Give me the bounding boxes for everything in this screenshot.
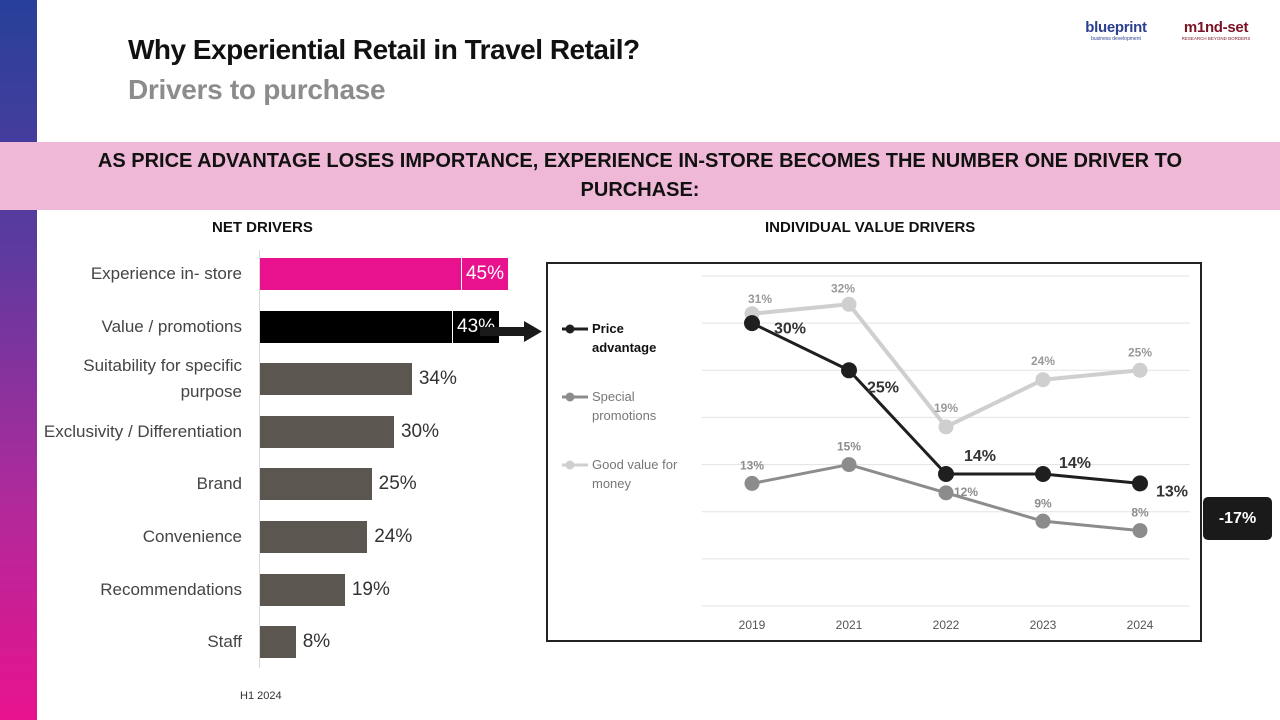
headline-banner: AS PRICE ADVANTAGE LOSES IMPORTANCE, EXP… [0,142,1280,210]
data-label: 14% [964,448,996,465]
bar-8 [260,626,296,659]
data-label: 30% [774,320,806,337]
bar-2 [260,310,453,343]
data-label: 19% [934,401,958,415]
data-label: 15% [837,440,861,454]
bar-4 [260,415,394,448]
data-point [841,362,857,379]
blueprint-logo-text: blueprint [1085,19,1147,36]
page-subtitle: Drivers to purchase [128,74,386,105]
blueprint-logo-subtext: business development [1091,36,1141,42]
x-tick-label: 2023 [1030,618,1057,632]
bar-category-label: Value / promotions [101,316,242,336]
legend-label: Special [592,389,635,404]
bar-7 [260,573,345,606]
net-drivers-bar-chart: Experience in- store 45% Value / promotion… [40,246,540,676]
bar-value-label: 30% [400,420,440,442]
data-label: 32% [831,281,855,295]
bar-value-label: 8% [302,631,331,653]
x-tick-label: 2019 [739,618,766,632]
data-point [1035,466,1051,482]
bar-chart-axis [259,250,260,668]
data-label: 8% [1131,506,1149,520]
mindset-logo: m1nd-set RESEARCH BEYOND BORDERS [1175,19,1257,42]
data-label: 13% [740,459,764,473]
bar-value-label: 45% [460,257,510,291]
legend-marker [565,392,575,402]
data-label: 24% [1031,354,1055,368]
mindset-logo-subtext: RESEARCH BEYOND BORDERS [1181,36,1251,41]
bar-value-label: 25% [378,473,417,495]
sidebar-gradient-bar [0,0,37,720]
data-point [841,296,857,312]
bar-category-label: Convenience [142,527,242,546]
legend-marker [565,460,575,470]
bar-category-label: Suitability for specific purpose [83,356,242,402]
bar-value-label: 34% [418,368,457,390]
right-arrow-icon [480,321,542,342]
data-point [744,475,760,491]
x-tick-label: 2021 [836,618,863,632]
data-point [938,466,954,482]
legend-label: money [592,476,632,491]
bar-3 [260,363,412,396]
page-title: Why Experiential Retail in Travel Retail… [128,34,640,65]
data-point [1132,475,1148,492]
data-label: 9% [1034,496,1052,510]
blueprint-logo: blueprint business development [1080,19,1152,43]
bar-category-label: Brand [196,474,242,494]
legend-label: promotions [592,408,657,423]
legend-label: Price [592,321,624,336]
data-label: 13% [1156,484,1188,501]
bar-value-label: 19% [351,578,390,600]
data-point [744,315,760,332]
data-point [1132,523,1148,539]
data-point [1132,362,1148,378]
bar-5 [260,468,372,501]
bar-value-label: 24% [374,526,413,547]
data-point [938,485,954,501]
data-point [1035,513,1051,529]
period-note: H1 2024 [240,690,282,702]
bar-1 [260,258,461,290]
legend-marker [565,324,575,334]
bar-category-label: Staff [207,632,242,652]
change-badge: -17% [1203,497,1272,540]
data-label: 25% [867,380,899,397]
data-point [841,457,857,473]
data-label: 31% [748,292,772,306]
x-tick-label: 2022 [933,618,960,632]
net-drivers-title: NET DRIVERS [212,219,313,236]
bar-category-label: Experience in- store [90,264,242,283]
individual-drivers-line-chart: 2019 2021 2022 2023 2024 31% 32% 19% 24% 25% 13% 15… [546,262,1202,642]
individual-drivers-title: INDIVIDUAL VALUE DRIVERS [765,219,976,236]
mindset-logo-text: m1nd-set [1183,19,1249,36]
legend-label: advantage [592,340,656,355]
data-point [938,419,954,435]
legend-label: Good value for [592,457,678,472]
data-label: 12% [954,485,978,499]
bar-category-label: Recommendations [100,579,242,599]
line-chart-svg: 2019 2021 2022 2023 2024 31% 32% 19% 24% 25% 13% 15… [562,275,1190,632]
x-tick-label: 2024 [1127,618,1154,632]
bar-6 [260,521,368,553]
data-label: 14% [1059,455,1091,472]
data-label: 25% [1128,345,1152,359]
data-point [1035,372,1051,388]
bar-category-label: Exclusivity / Differentiation [43,421,242,441]
headline-text: AS PRICE ADVANTAGE LOSES IMPORTANCE, EXP… [97,150,1183,201]
